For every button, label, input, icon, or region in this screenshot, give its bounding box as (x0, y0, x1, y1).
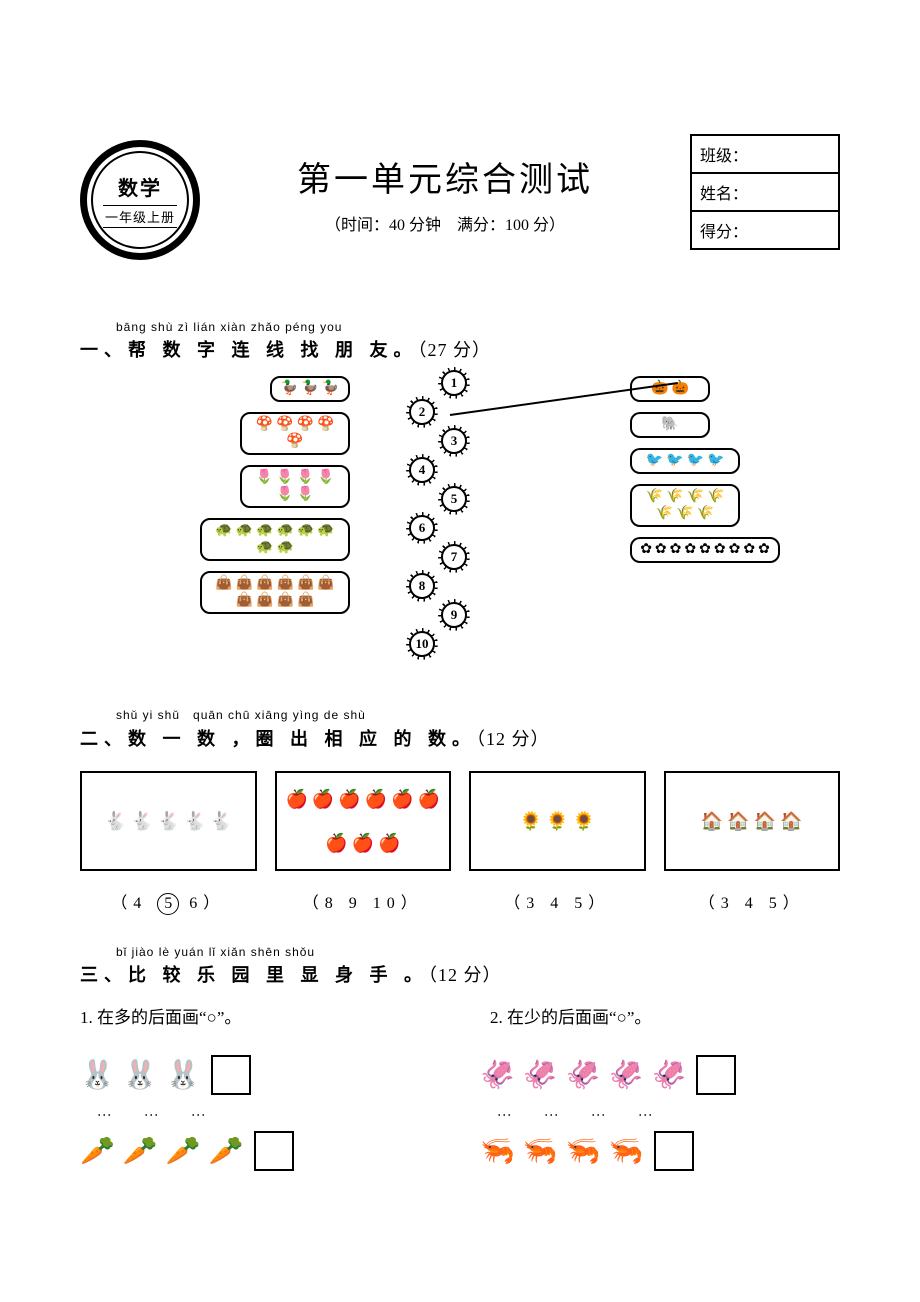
count-box: 🍎🍎🍎🍎🍎🍎🍎🍎🍎 (275, 771, 452, 871)
q1-matching-area: 🦆🦆🦆🍄🍄🍄🍄🍄🌷🌷🌷🌷🌷🌷🐢🐢🐢🐢🐢🐢🐢🐢👜👜👜👜👜👜👜👜👜👜 1234567… (80, 376, 840, 676)
number-node: 5 (441, 486, 467, 512)
name-field[interactable]: 姓名： (692, 174, 838, 212)
q2-item: 🌻🌻🌻 （3 4 5） (469, 771, 646, 915)
header: 数学 一年级上册 第一单元综合测试 （时间：40 分钟 满分：100 分） 班级… (80, 140, 840, 260)
class-field[interactable]: 班级： (692, 136, 838, 174)
q1-number-column: 12345678910 (425, 370, 451, 660)
number-node: 3 (441, 428, 467, 454)
number-node: 4 (409, 457, 435, 483)
q2-points: （12 分） (476, 729, 550, 749)
q3-body: 🐰🐰🐰 ⋮⋮⋮ 🥕🥕🥕🥕 🦑🦑🦑🦑🦑 ⋮⋮⋮⋮ 🦐🦐🦐🦐 (80, 1050, 840, 1184)
q1-pinyin: bāng shù zì lián xiàn zhǎo péng you (116, 320, 840, 334)
answer-box[interactable] (211, 1055, 251, 1095)
q2-title: 二、数 一 数 ，圈 出 相 应 的 数。（12 分） (80, 725, 840, 751)
compare-dots: ⋮⋮⋮ (80, 1108, 440, 1118)
number-node: 8 (409, 573, 435, 599)
q2-item: 🏠🏠🏠🏠 （3 4 5） (664, 771, 841, 915)
q3-col1-bot-pics: 🥕🥕🥕🥕 (80, 1126, 244, 1176)
question-3: bǐ jiào lè yuán lǐ xiǎn shēn shǒu 三、比 较 … (80, 945, 840, 1184)
page-title: 第一单元综合测试 (200, 152, 690, 201)
q1-title: 一、帮 数 字 连 线 找 朋 友。（27 分） (80, 336, 840, 362)
q3-title: 三、比 较 乐 园 里 显 身 手 。（12 分） (80, 961, 840, 987)
worksheet-page: 数学 一年级上册 第一单元综合测试 （时间：40 分钟 满分：100 分） 班级… (0, 0, 920, 1274)
q3-col2-bot: 🦐🦐🦐🦐 (480, 1126, 840, 1176)
q3-points: （12 分） (428, 965, 502, 985)
object-group: 🍄🍄🍄🍄🍄 (240, 412, 350, 455)
object-group: 🌾🌾🌾🌾🌾🌾🌾 (630, 484, 740, 527)
object-group: 🌷🌷🌷🌷🌷🌷 (240, 465, 350, 508)
q3-subquestions: 1. 在多的后面画“○”。 2. 在少的后面画“○”。 (80, 1003, 840, 1028)
q3-col1: 🐰🐰🐰 ⋮⋮⋮ 🥕🥕🥕🥕 (80, 1050, 440, 1184)
page-subtitle: （时间：40 分钟 满分：100 分） (200, 211, 690, 235)
q3-col2: 🦑🦑🦑🦑🦑 ⋮⋮⋮⋮ 🦐🦐🦐🦐 (480, 1050, 840, 1184)
object-group: 👜👜👜👜👜👜👜👜👜👜 (200, 571, 350, 614)
q3-col1-bot: 🥕🥕🥕🥕 (80, 1126, 440, 1176)
badge-subject: 数学 (118, 172, 162, 201)
q3-sub2: 2. 在少的后面画“○”。 (490, 1003, 840, 1028)
option-row[interactable]: （3 4 5） (664, 889, 841, 913)
q2-title-text: 二、数 一 数 ，圈 出 相 应 的 数。 (80, 729, 476, 749)
answer-box[interactable] (654, 1131, 694, 1171)
answer-box[interactable] (254, 1131, 294, 1171)
option-row[interactable]: （8 9 10） (275, 889, 452, 913)
question-1: bāng shù zì lián xiàn zhǎo péng you 一、帮 … (80, 320, 840, 676)
title-block: 第一单元综合测试 （时间：40 分钟 满分：100 分） (200, 140, 690, 235)
object-group: 🐢🐢🐢🐢🐢🐢🐢🐢 (200, 518, 350, 561)
question-2: shǔ yi shǔ quān chū xiāng yìng de shù 二、… (80, 706, 840, 915)
score-field[interactable]: 得分： (692, 212, 838, 248)
q3-col2-bot-pics: 🦐🦐🦐🦐 (480, 1126, 644, 1176)
q3-col1-top-pics: 🐰🐰🐰 (80, 1050, 201, 1100)
q3-title-text: 三、比 较 乐 园 里 显 身 手 。 (80, 965, 428, 985)
student-info-box: 班级： 姓名： 得分： (690, 134, 840, 250)
count-box: 🌻🌻🌻 (469, 771, 646, 871)
q3-col2-top-pics: 🦑🦑🦑🦑🦑 (480, 1050, 686, 1100)
option-row[interactable]: （4 5 6） (80, 889, 257, 915)
q3-pinyin: bǐ jiào lè yuán lǐ xiǎn shēn shǒu (116, 945, 840, 959)
badge-grade: 一年级上册 (103, 205, 177, 228)
subject-badge: 数学 一年级上册 (80, 140, 200, 260)
q3-col1-top: 🐰🐰🐰 (80, 1050, 440, 1100)
q2-item: 🍎🍎🍎🍎🍎🍎🍎🍎🍎 （8 9 10） (275, 771, 452, 915)
object-group: 🦆🦆🦆 (270, 376, 350, 402)
q2-pinyin: shǔ yi shǔ quān chū xiāng yìng de shù (116, 706, 840, 723)
number-node: 1 (441, 370, 467, 396)
number-node: 6 (409, 515, 435, 541)
number-node: 7 (441, 544, 467, 570)
q3-col2-top: 🦑🦑🦑🦑🦑 (480, 1050, 840, 1100)
number-node: 2 (409, 399, 435, 425)
object-group: 🐘 (630, 412, 710, 438)
q2-items-row: 🐇🐇🐇🐇🐇（4 5 6）🍎🍎🍎🍎🍎🍎🍎🍎🍎（8 9 10）🌻🌻🌻（3 4 5）🏠… (80, 771, 840, 915)
object-group: ✿✿✿✿✿✿✿✿✿ (630, 537, 780, 563)
q1-points: （27 分） (418, 340, 492, 360)
q1-title-text: 一、帮 数 字 连 线 找 朋 友。 (80, 340, 418, 360)
q1-right-column: 🎃🎃🐘🐦🐦🐦🐦🌾🌾🌾🌾🌾🌾🌾✿✿✿✿✿✿✿✿✿ (630, 376, 780, 563)
q2-item: 🐇🐇🐇🐇🐇 （4 5 6） (80, 771, 257, 915)
compare-dots: ⋮⋮⋮⋮ (480, 1108, 840, 1118)
option-row[interactable]: （3 4 5） (469, 889, 646, 913)
q1-left-column: 🦆🦆🦆 🍄🍄🍄🍄🍄 🌷🌷🌷🌷🌷🌷 🐢🐢🐢🐢🐢🐢🐢🐢 👜👜👜👜👜👜👜👜👜👜 (200, 376, 350, 614)
count-box: 🏠🏠🏠🏠 (664, 771, 841, 871)
q3-sub1: 1. 在多的后面画“○”。 (80, 1003, 430, 1028)
number-node: 9 (441, 602, 467, 628)
object-group: 🐦🐦🐦🐦 (630, 448, 740, 474)
answer-box[interactable] (696, 1055, 736, 1095)
count-box: 🐇🐇🐇🐇🐇 (80, 771, 257, 871)
number-node: 10 (409, 631, 435, 657)
